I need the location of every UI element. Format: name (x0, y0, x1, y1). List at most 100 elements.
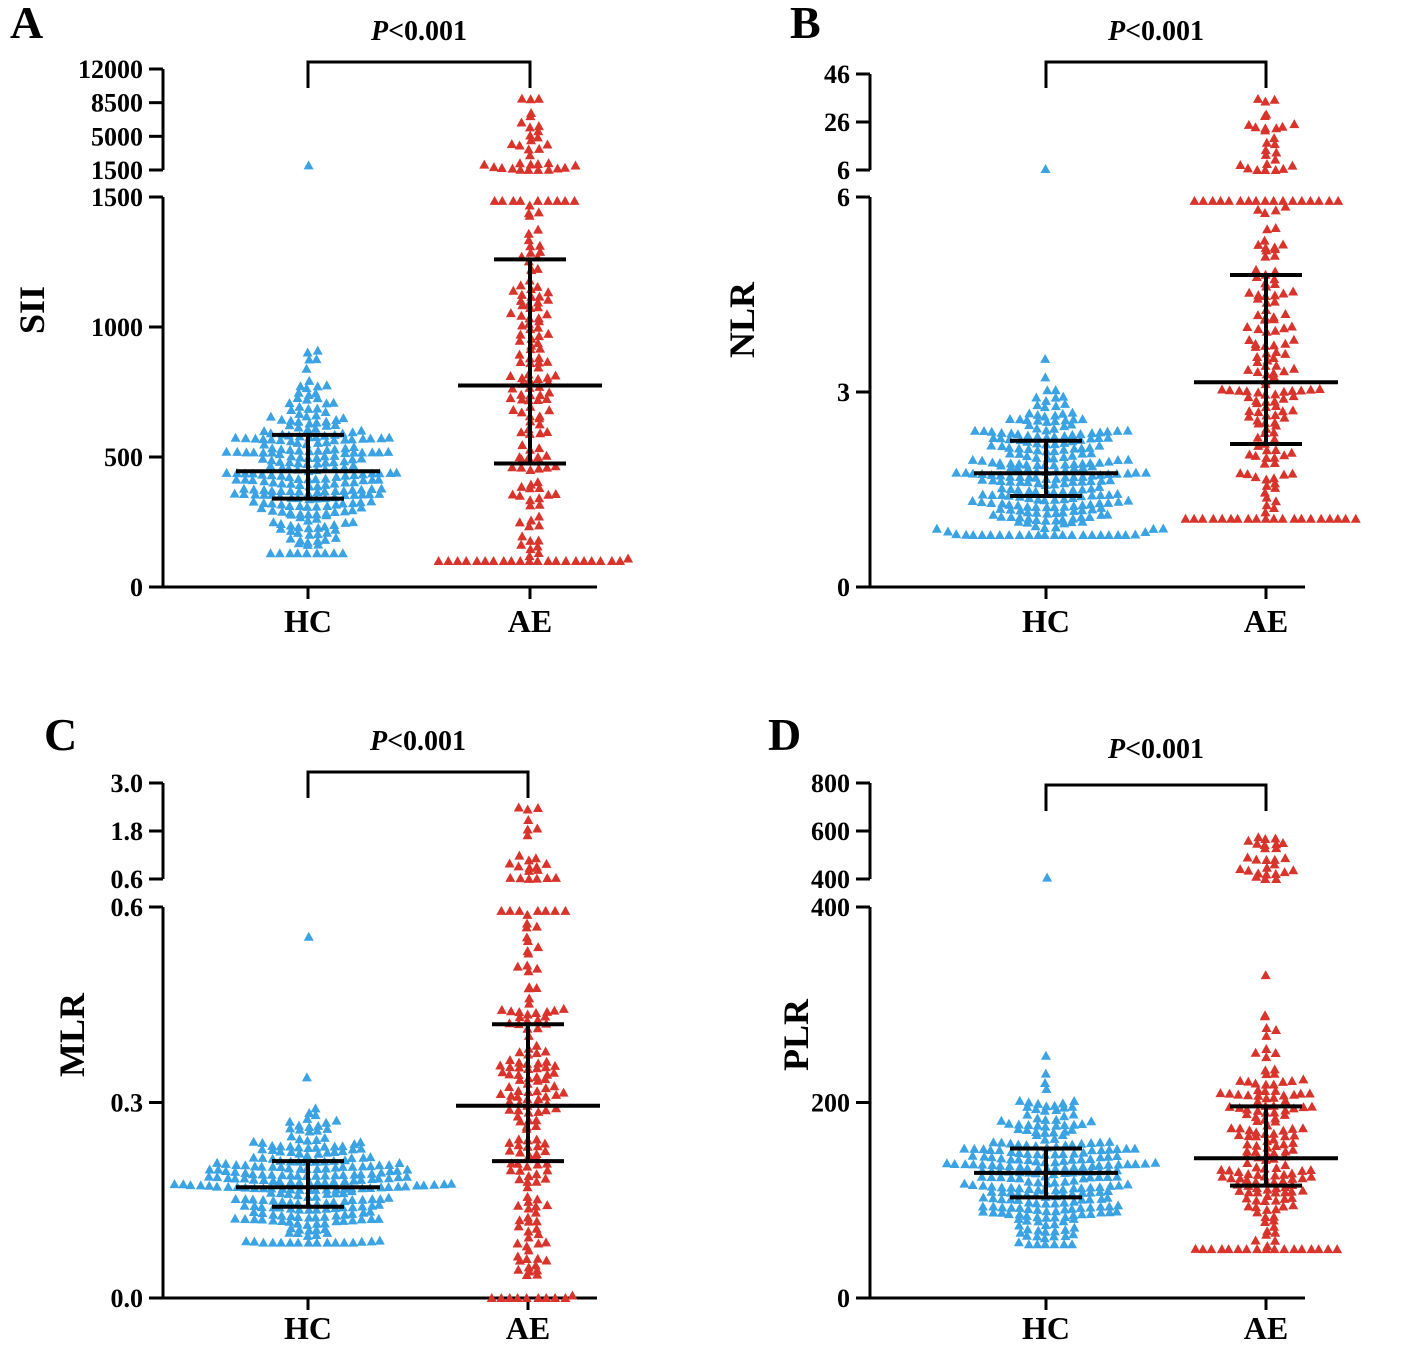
data-point (978, 1180, 989, 1190)
panel-a: A SII HC AE 0 500 1000 1500 1500 5000 8500 12000 P<0… (0, 0, 708, 676)
data-point (1224, 1088, 1235, 1098)
data-point (1250, 122, 1261, 132)
data-point (1005, 1154, 1016, 1164)
data-point (1243, 865, 1254, 875)
data-point (1069, 505, 1080, 515)
data-point (1288, 391, 1299, 401)
data-point (240, 1160, 251, 1170)
data-point (531, 1040, 542, 1050)
data-point (247, 1169, 258, 1179)
data-point (512, 1251, 523, 1261)
data-point (515, 164, 526, 174)
data-point (330, 419, 341, 429)
data-point (1067, 476, 1078, 486)
data-point (516, 389, 527, 399)
data-point (257, 469, 268, 479)
data-point (357, 433, 368, 443)
data-point (266, 434, 277, 444)
data-point (231, 1160, 242, 1170)
data-point (1015, 1227, 1026, 1237)
data-point (312, 458, 323, 468)
data-point (534, 493, 545, 503)
data-point (1268, 513, 1279, 523)
data-point (303, 1204, 314, 1214)
data-point (506, 556, 517, 565)
data-point (522, 1191, 533, 1201)
data-point (1096, 475, 1107, 485)
data-point (521, 1254, 532, 1264)
data-point (1041, 425, 1052, 435)
data-point (1224, 1101, 1235, 1111)
data-point (994, 1145, 1005, 1155)
data-point (1013, 1119, 1024, 1129)
data-point (1253, 868, 1264, 878)
data-point (1068, 1175, 1079, 1185)
data-point (1270, 1235, 1281, 1245)
data-point (1287, 405, 1298, 415)
data-point (312, 1125, 323, 1135)
data-point (258, 1174, 269, 1184)
data-point (1260, 1086, 1271, 1096)
data-point (357, 1194, 368, 1204)
data-point (1270, 1204, 1281, 1214)
data-point (533, 207, 544, 217)
data-point (339, 434, 350, 444)
data-point (1022, 1124, 1033, 1134)
data-point (302, 424, 313, 434)
data-point (1068, 1183, 1079, 1193)
data-point (1252, 838, 1263, 848)
data-point (1087, 530, 1098, 539)
data-point (1049, 431, 1060, 441)
data-point (319, 1218, 330, 1228)
data-point (531, 982, 542, 992)
data-point (355, 497, 366, 507)
data-point (1260, 149, 1271, 159)
data-point (996, 1153, 1007, 1163)
data-point (285, 533, 296, 543)
data-point (1252, 1207, 1263, 1217)
data-point (1332, 1244, 1343, 1254)
data-point (1014, 414, 1025, 424)
data-point (1261, 474, 1272, 484)
data-point (1270, 1170, 1281, 1180)
data-point (1023, 513, 1034, 523)
data-point (1242, 1139, 1253, 1149)
data-point (347, 498, 358, 508)
data-point (303, 523, 314, 533)
data-point (987, 457, 998, 467)
data-point (521, 1241, 532, 1251)
data-point (526, 135, 537, 145)
data-point (1287, 385, 1298, 395)
data-point (1277, 1175, 1288, 1185)
data-point (1005, 483, 1016, 493)
data-point (996, 511, 1007, 521)
data-point (552, 163, 563, 173)
data-point (977, 455, 988, 465)
data-point (1068, 501, 1079, 511)
data-point (496, 163, 507, 173)
data-point (1233, 1089, 1244, 1099)
data-point (1261, 1093, 1272, 1103)
data-point (1031, 1156, 1042, 1166)
data-point (1023, 1176, 1034, 1186)
data-point (295, 509, 306, 519)
data-point (1004, 442, 1015, 452)
data-point (1289, 119, 1300, 129)
y-tick-label: 0 (837, 1284, 850, 1313)
data-point (302, 347, 313, 357)
data-point (331, 1210, 342, 1220)
data-point (978, 1144, 989, 1154)
data-point (515, 1116, 526, 1126)
data-point (320, 548, 331, 558)
data-point (1060, 1212, 1071, 1222)
data-point (230, 1193, 241, 1203)
data-point (1269, 434, 1280, 444)
p-value-label: P<0.001 (1107, 16, 1204, 47)
data-point (322, 501, 333, 511)
data-point (285, 436, 296, 446)
data-point (1060, 1224, 1071, 1234)
data-point (525, 479, 536, 489)
data-point (542, 356, 553, 366)
data-point (1102, 1192, 1113, 1202)
data-point (542, 372, 553, 382)
